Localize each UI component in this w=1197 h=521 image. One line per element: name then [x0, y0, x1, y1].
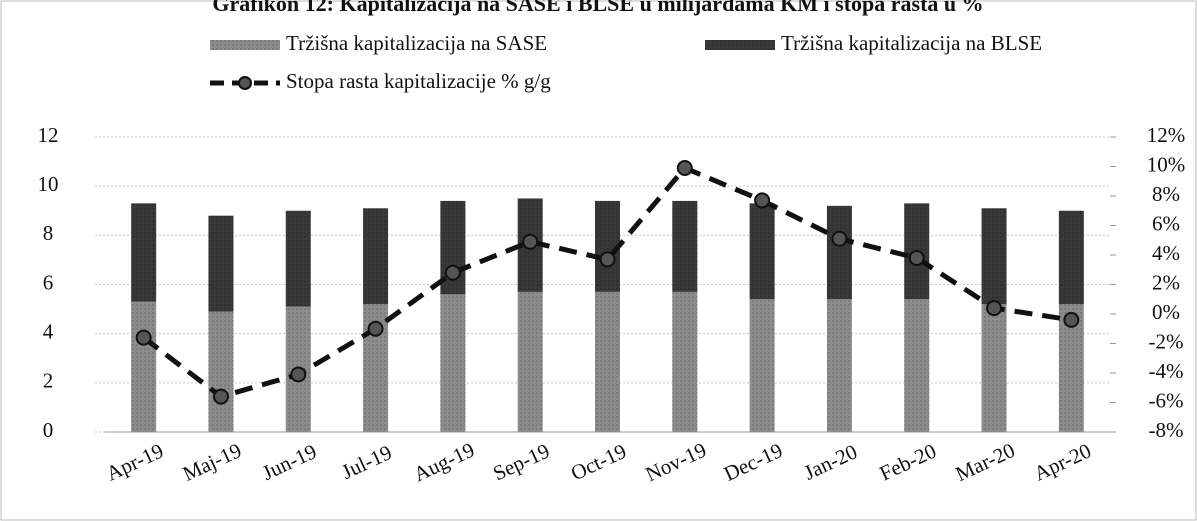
bar-texture: [672, 291, 698, 432]
line-marker: [444, 264, 461, 281]
y-tick-label: 0: [43, 418, 54, 442]
y2-tick-label: -4%: [1149, 359, 1184, 383]
line-marker: [135, 329, 152, 346]
y2-tick-label: -2%: [1149, 329, 1184, 353]
legend-swatch-texture: [705, 40, 775, 50]
y-tick-label: 6: [43, 270, 54, 294]
legend-label: Tržišna kapitalizacija na SASE: [286, 31, 547, 55]
bar-texture: [440, 294, 466, 432]
y2-tick-label: 4%: [1152, 241, 1180, 265]
line-marker: [367, 320, 384, 337]
y2-tick-label: 0%: [1152, 300, 1180, 324]
line-marker: [290, 366, 307, 383]
bar-texture: [749, 203, 775, 300]
line-marker: [831, 230, 848, 247]
y-tick-label: 10: [38, 172, 59, 196]
y-tick-label: 8: [43, 221, 54, 245]
chart-title: Grafikon 12: Kapitalizacija na SASE i BL…: [212, 0, 983, 16]
y2-tick-label: 10%: [1147, 152, 1186, 176]
bar-texture: [981, 208, 1007, 305]
line-marker: [599, 251, 616, 268]
bar-texture: [131, 301, 157, 432]
bar-texture: [285, 210, 311, 307]
bar-texture: [826, 205, 852, 300]
bar-texture: [981, 304, 1007, 432]
legend-label: Tržišna kapitalizacija na BLSE: [781, 31, 1042, 55]
legend-swatch-texture: [210, 40, 280, 50]
legend-label: Stopa rasta kapitalizacije % g/g: [286, 69, 551, 93]
y-tick-label: 2: [43, 369, 54, 393]
y2-tick-label: -6%: [1149, 388, 1184, 412]
bar-texture: [749, 299, 775, 432]
bar-texture: [595, 291, 620, 432]
legend-marker: [238, 76, 252, 90]
y2-tick-label: -8%: [1149, 418, 1184, 442]
bar-texture: [208, 311, 234, 432]
line-marker: [754, 192, 771, 209]
y2-tick-label: 2%: [1152, 270, 1180, 294]
bar-texture: [672, 200, 698, 292]
bar-texture: [363, 208, 389, 305]
line-marker: [1063, 311, 1080, 328]
line-marker: [522, 233, 539, 250]
bar-texture: [131, 203, 157, 302]
line-marker: [676, 159, 693, 176]
line-marker: [212, 388, 229, 405]
y-tick-label: 12: [38, 123, 59, 147]
bar-texture: [826, 299, 852, 432]
bar-texture: [1058, 210, 1084, 305]
line-marker: [908, 249, 925, 266]
y2-tick-label: 12%: [1147, 123, 1186, 147]
bar-texture: [208, 215, 234, 312]
bar-texture: [517, 291, 543, 432]
bar-texture: [904, 299, 930, 432]
line-marker: [986, 300, 1003, 317]
y2-tick-label: 6%: [1152, 211, 1180, 235]
y-tick-label: 4: [43, 319, 54, 343]
y2-tick-label: 8%: [1152, 182, 1180, 206]
